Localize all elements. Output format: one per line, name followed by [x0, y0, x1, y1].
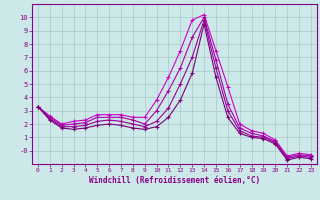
X-axis label: Windchill (Refroidissement éolien,°C): Windchill (Refroidissement éolien,°C): [89, 176, 260, 185]
